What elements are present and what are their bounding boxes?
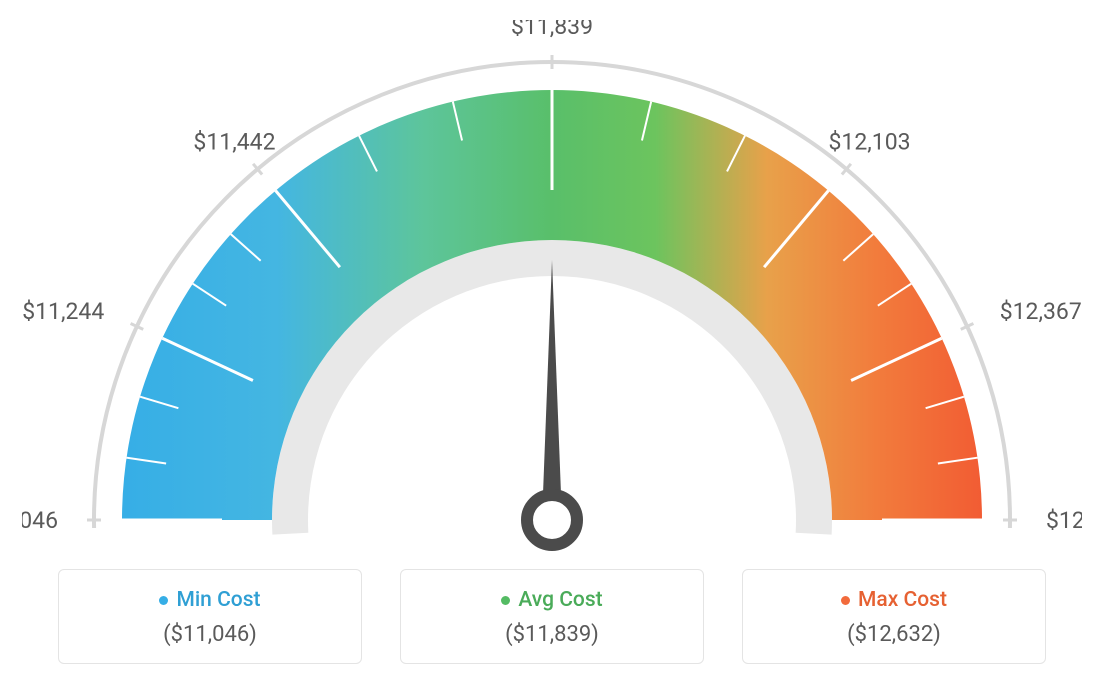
tick-label: $11,839 [511,20,593,40]
tick-label: $11,442 [193,129,275,156]
legend-title-avg: Avg Cost [501,588,602,612]
gauge-chart: $11,046 $11,244 $11,442 $11,839 $12,103 $12,3… [22,20,1082,560]
dot-icon [841,596,850,605]
legend-row: Min Cost ($11,046) Avg Cost ($11,839) Ma… [58,569,1046,664]
gauge-needle [542,260,562,520]
legend-card-max: Max Cost ($12,632) [742,569,1046,664]
tick-label: $12,367 [1000,298,1082,325]
legend-value: ($12,632) [847,622,941,647]
legend-label: Avg Cost [518,588,602,612]
legend-card-avg: Avg Cost ($11,839) [400,569,704,664]
dot-icon [159,596,168,605]
gauge-svg: $11,046 $11,244 $11,442 $11,839 $12,103 $12,3… [22,20,1082,560]
legend-card-min: Min Cost ($11,046) [58,569,362,664]
tick-label: $12,632 [1046,507,1082,534]
legend-value: ($11,839) [505,622,599,647]
legend-title-min: Min Cost [159,588,260,612]
legend-label: Max Cost [858,588,947,612]
gauge-hub [527,495,577,545]
tick-label: $11,244 [22,298,104,325]
tick-label: $11,046 [22,507,58,534]
dot-icon [501,596,510,605]
legend-value: ($11,046) [163,622,257,647]
legend-title-max: Max Cost [841,588,947,612]
legend-label: Min Cost [176,588,260,612]
tick-label: $12,103 [828,129,910,156]
